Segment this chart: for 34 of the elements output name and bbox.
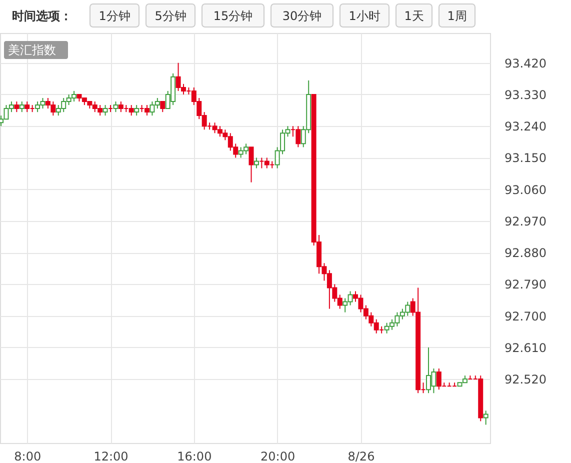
y-tick-label: 93.420	[504, 56, 546, 70]
y-tick-label: 92.970	[504, 214, 546, 228]
candlestick	[14, 101, 20, 113]
text: 5分钟	[154, 9, 186, 23]
text: 美汇指数	[8, 43, 56, 57]
candlestick	[102, 104, 108, 116]
x-tick-label: 12:00	[94, 450, 128, 463]
text: 1小时	[348, 9, 380, 23]
candlestick	[254, 157, 259, 169]
text: 15分钟	[213, 9, 253, 23]
candlestick	[160, 101, 166, 113]
y-tick-label: 93.150	[504, 151, 546, 166]
candlestick	[113, 101, 118, 113]
y-tick-label: 92.700	[504, 309, 546, 324]
text: 30分钟	[282, 9, 322, 23]
x-tick-label: 8/26	[348, 450, 375, 463]
text: 1周	[447, 9, 467, 23]
text: 时间选项：	[12, 9, 72, 23]
candlestick	[483, 410, 488, 426]
y-tick-label: 93.240	[504, 120, 546, 134]
x-tick-label: 20:00	[260, 450, 296, 463]
x-tick-label: 16:00	[177, 450, 212, 463]
y-tick-label: 92.520	[504, 372, 546, 387]
text: 1分钟	[98, 9, 130, 23]
y-tick-label: 92.790	[504, 278, 546, 292]
y-tick-label: 92.880	[504, 246, 546, 260]
candlestick	[134, 104, 140, 116]
candlestick	[248, 146, 254, 183]
text: 1天	[404, 9, 424, 23]
y-tick-label: 93.330	[504, 88, 546, 102]
y-tick-label: 93.060	[504, 182, 546, 197]
candlestick	[19, 101, 24, 113]
x-tick-label: 8:00	[14, 450, 42, 463]
y-tick-label: 92.610	[504, 340, 546, 355]
